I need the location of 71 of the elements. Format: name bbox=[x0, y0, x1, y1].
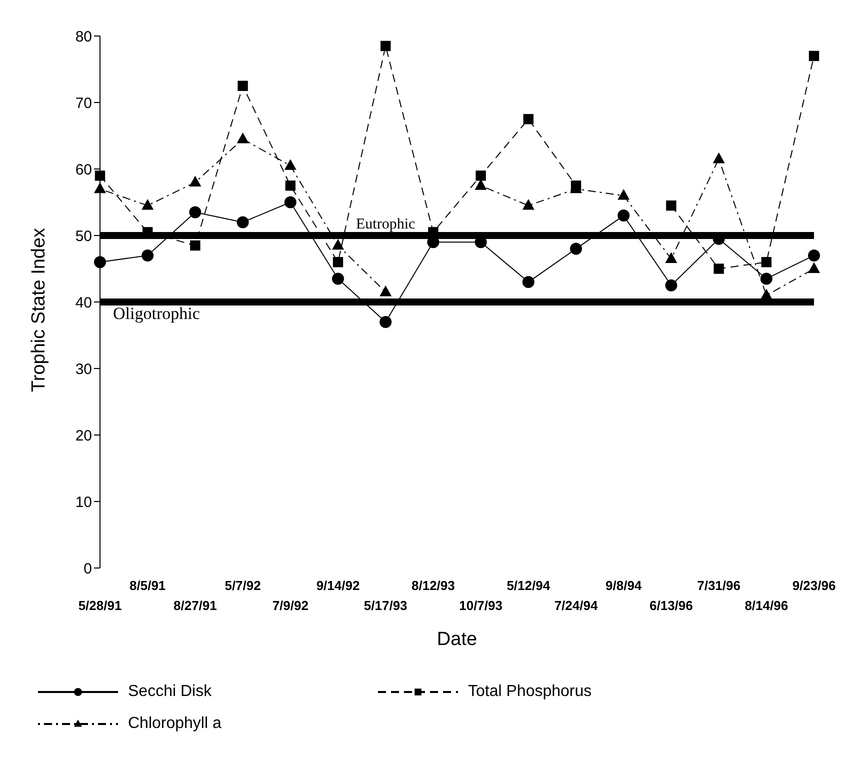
point bbox=[618, 189, 630, 200]
y-tick-label: 0 bbox=[84, 560, 92, 578]
point bbox=[760, 288, 772, 300]
y-tick-label: 30 bbox=[75, 360, 92, 378]
point bbox=[474, 179, 487, 190]
y-tick-label: 50 bbox=[75, 228, 92, 245]
point bbox=[666, 200, 676, 211]
point bbox=[808, 249, 820, 262]
x-axis-title: Date bbox=[436, 629, 478, 650]
point bbox=[476, 170, 486, 181]
legend-label: Secchi Disk bbox=[128, 683, 212, 701]
ref-line-label: Oligotrophic bbox=[113, 304, 200, 323]
point bbox=[808, 50, 820, 62]
point bbox=[142, 249, 154, 262]
point bbox=[142, 198, 154, 210]
point bbox=[570, 242, 582, 255]
point bbox=[380, 40, 391, 52]
point bbox=[380, 285, 392, 296]
x-tick-label: 9/14/92 bbox=[316, 578, 360, 593]
point bbox=[94, 182, 106, 194]
x-tick-label: 8/14/96 bbox=[744, 598, 788, 613]
point bbox=[761, 257, 772, 268]
y-tick-label: 80 bbox=[75, 28, 92, 46]
legend-label: Chlorophyll a bbox=[128, 715, 222, 733]
x-tick-label: 9/23/96 bbox=[792, 578, 836, 593]
x-tick-label: 5/17/93 bbox=[364, 598, 408, 613]
x-tick-label: 10/7/93 bbox=[459, 598, 502, 613]
point bbox=[522, 276, 534, 288]
point bbox=[808, 262, 820, 273]
point bbox=[523, 114, 534, 124]
y-tick-label: 10 bbox=[75, 494, 92, 511]
point bbox=[190, 240, 200, 251]
point bbox=[665, 252, 678, 263]
x-tick-label: 8/27/91 bbox=[174, 598, 217, 613]
point bbox=[332, 257, 344, 268]
point bbox=[94, 256, 106, 268]
legend-label: Total Phosphorus bbox=[468, 683, 592, 701]
x-tick-label: 7/9/92 bbox=[272, 598, 308, 613]
point bbox=[284, 196, 296, 208]
point bbox=[236, 216, 249, 228]
y-tick-label: 40 bbox=[75, 294, 92, 312]
x-tick-label: 9/8/94 bbox=[606, 578, 642, 593]
x-tick-label: 8/5/91 bbox=[130, 578, 166, 593]
y-tick-label: 70 bbox=[75, 94, 92, 112]
y-tick-label: 60 bbox=[75, 161, 92, 178]
point bbox=[189, 206, 202, 218]
y-axis-title: Trophic State Index bbox=[28, 227, 50, 392]
point bbox=[238, 80, 248, 91]
x-tick-label: 5/7/92 bbox=[224, 578, 261, 593]
point bbox=[236, 132, 249, 144]
y-tick-label: 20 bbox=[75, 427, 92, 444]
point bbox=[522, 198, 534, 210]
x-tick-label: 8/12/93 bbox=[412, 578, 455, 593]
point bbox=[714, 264, 724, 274]
point bbox=[712, 152, 725, 164]
point bbox=[618, 210, 630, 222]
point bbox=[665, 279, 678, 292]
point bbox=[332, 238, 344, 250]
point bbox=[284, 159, 296, 170]
point bbox=[189, 176, 202, 186]
point bbox=[332, 272, 344, 285]
x-tick-label: 5/12/94 bbox=[506, 578, 551, 593]
point bbox=[94, 170, 106, 181]
point bbox=[285, 180, 296, 191]
x-tick-label: 5/28/91 bbox=[78, 598, 122, 613]
point bbox=[380, 316, 392, 328]
x-tick-label: 7/31/96 bbox=[697, 578, 740, 593]
x-tick-label: 7/24/94 bbox=[554, 598, 598, 613]
point bbox=[760, 272, 772, 285]
x-tick-label: 6/13/96 bbox=[650, 598, 693, 613]
ref-line-label: Eutrophic bbox=[356, 216, 416, 232]
